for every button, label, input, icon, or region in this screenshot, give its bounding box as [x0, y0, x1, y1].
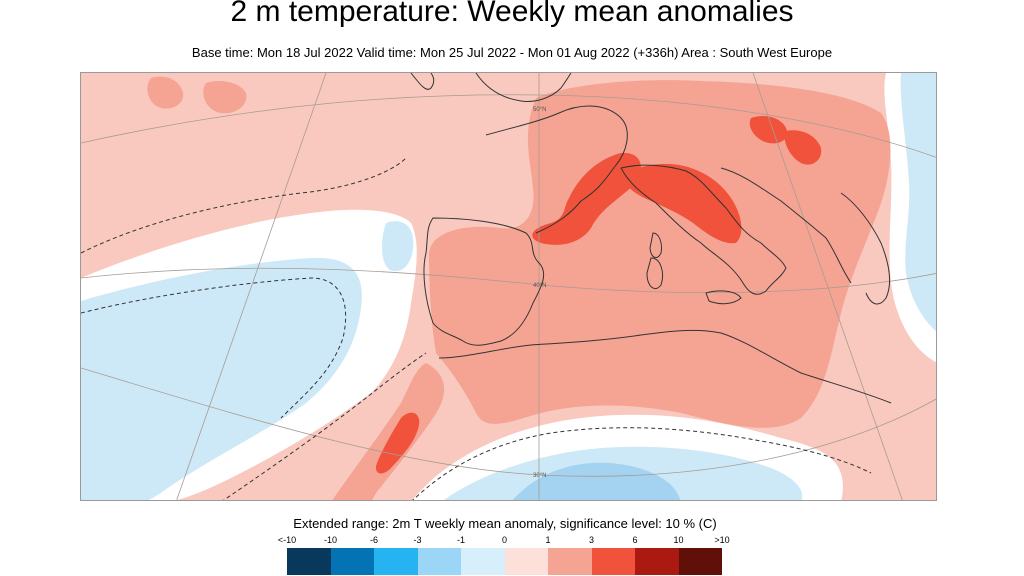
anomaly-map-svg: 50°N 40°N 30°N	[81, 73, 936, 500]
legend-tick-label: 10	[673, 535, 684, 545]
legend-swatch	[548, 548, 592, 575]
legend-swatch	[287, 548, 331, 575]
balkans-hot-patch-1	[749, 116, 788, 144]
legend-swatch	[374, 548, 418, 575]
legend-tick-label: 1	[545, 535, 551, 545]
legend-swatch	[417, 548, 461, 575]
significance-contours	[81, 157, 872, 500]
legend-swatch	[330, 548, 374, 575]
legend-tick-label: -10	[323, 535, 338, 545]
legend-tick-label: >10	[714, 535, 730, 545]
southern-france-hot-patch	[532, 152, 641, 245]
legend-color-bar	[287, 548, 722, 575]
anomaly-map: 50°N 40°N 30°N	[80, 72, 937, 501]
atlantic-cool-zone	[81, 257, 362, 500]
legend-tick-label: -6	[369, 535, 379, 545]
chart-subtitle: Base time: Mon 18 Jul 2022 Valid time: M…	[191, 45, 833, 60]
legend-swatch	[635, 548, 679, 575]
northern-italy-hot-patch	[625, 163, 742, 244]
lat-label-30: 30°N	[533, 473, 546, 479]
lat-label-50: 50°N	[533, 107, 546, 113]
legend-tick-label: 3	[588, 535, 595, 545]
balkans-hot-patch-2	[784, 130, 822, 165]
legend-swatch	[504, 548, 548, 575]
legend-tick-label: <-10	[277, 535, 297, 545]
sahara-cool-core	[512, 462, 681, 500]
legend-swatch	[461, 548, 505, 575]
morocco-warm-tongue	[332, 363, 445, 500]
morocco-hot-patch	[375, 412, 420, 474]
legend-ticks: <-10 -10 -6 -3 -1 0 1 3 6 10 >10	[278, 535, 730, 547]
legend-tick-label: 0	[501, 535, 508, 545]
atlantic-warm-blob-2	[203, 81, 247, 114]
legend-swatch	[591, 548, 635, 575]
legend-tick-label: 6	[632, 535, 638, 545]
legend-swatch	[678, 548, 722, 575]
legend-title: Extended range: 2m T weekly mean anomaly…	[293, 516, 717, 531]
aegean-neutral-edge	[884, 73, 936, 362]
legend-tick-label: -3	[413, 535, 422, 545]
lat-label-40: 40°N	[533, 283, 546, 289]
europe-warm-zone	[429, 80, 891, 428]
aegean-cool-zone	[900, 73, 936, 332]
legend-tick-label: -1	[456, 535, 466, 545]
portugal-cool-patch	[381, 221, 414, 272]
chart-title: 2 m temperature: Weekly mean anomalies	[230, 0, 794, 28]
coastlines	[410, 73, 892, 404]
latitude-grid	[81, 73, 936, 500]
atlantic-warm-blob-1	[147, 76, 184, 109]
